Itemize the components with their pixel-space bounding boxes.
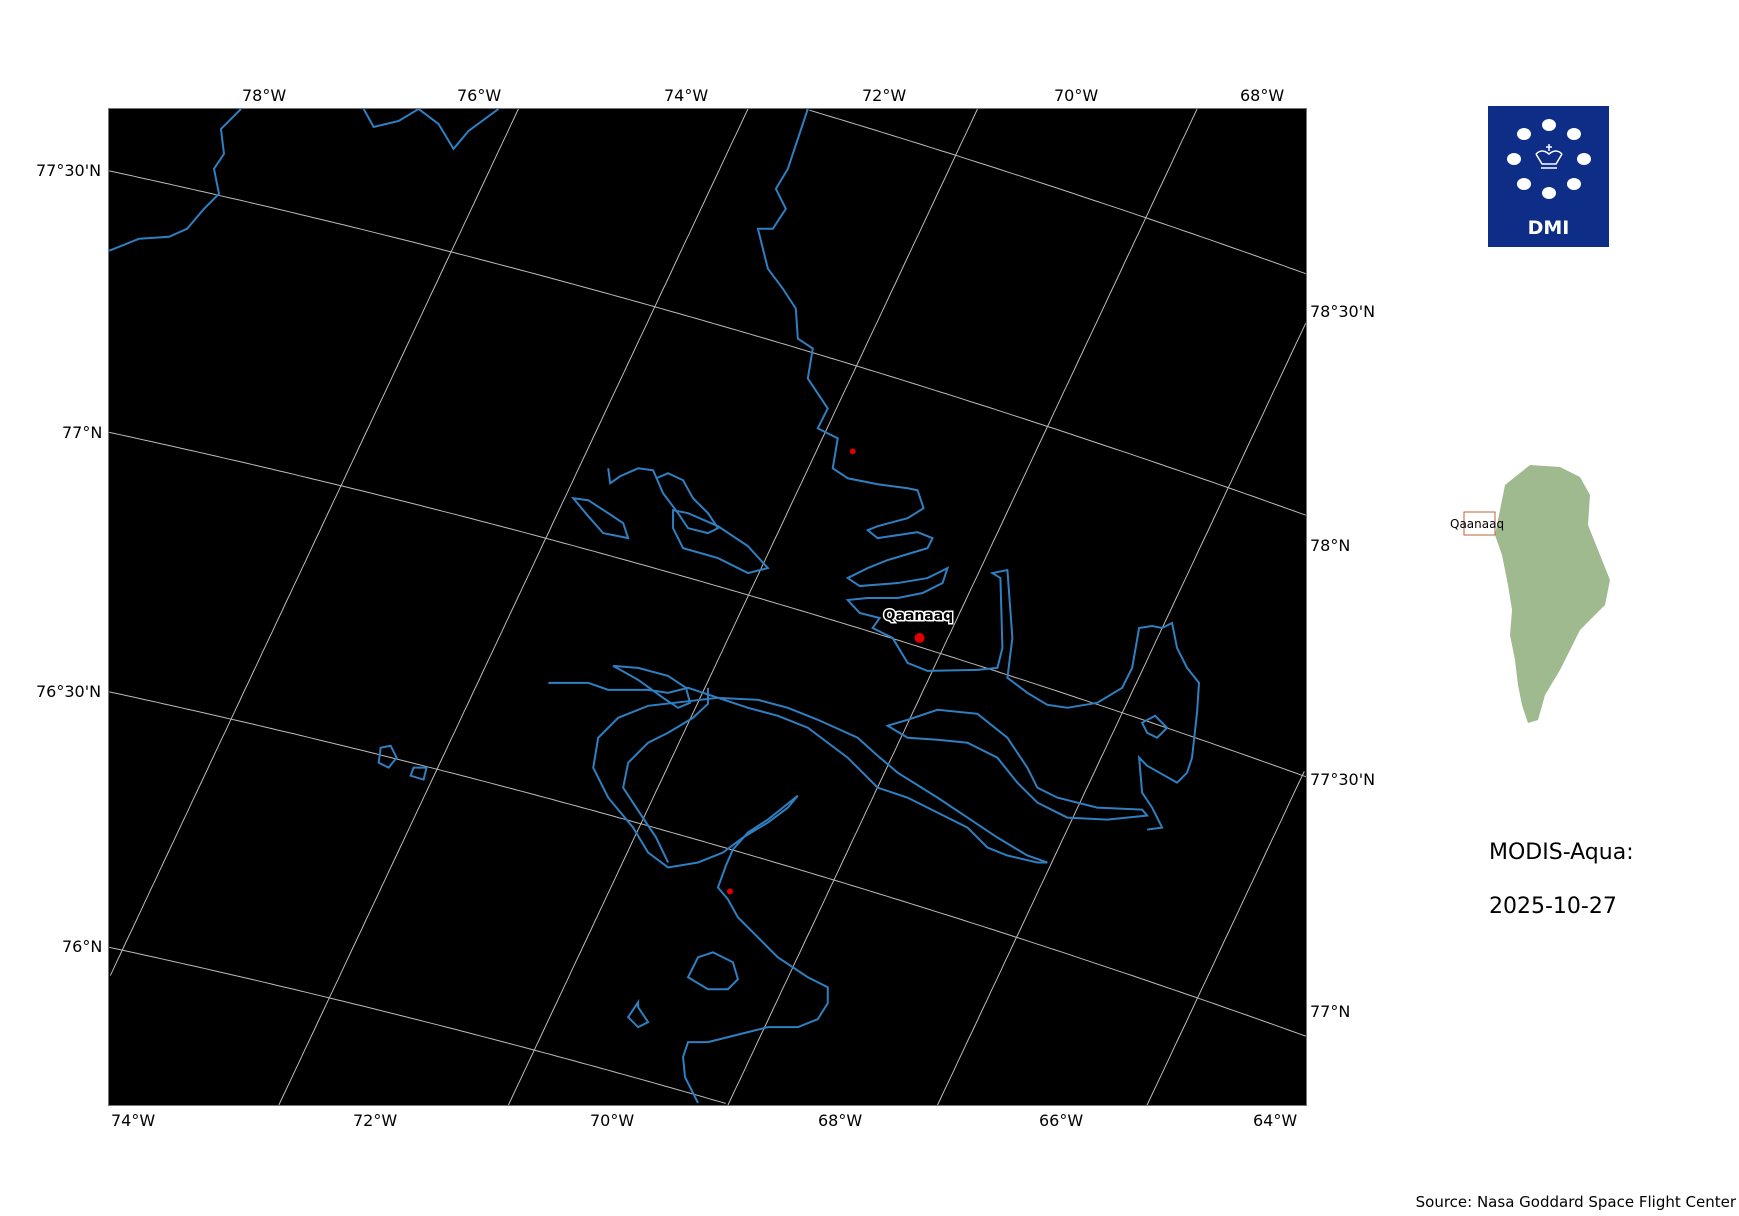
graticule-line bbox=[1146, 771, 1305, 1105]
settlement-marker[interactable] bbox=[726, 888, 733, 895]
logo-dot bbox=[1507, 153, 1521, 165]
graticule-line bbox=[278, 109, 749, 1105]
source-credit: Source: Nasa Goddard Space Flight Center bbox=[1415, 1193, 1736, 1211]
coastline bbox=[756, 109, 1201, 831]
logo-text: DMI bbox=[1527, 217, 1570, 239]
graticule-line bbox=[109, 431, 1306, 778]
graticule-line bbox=[937, 322, 1306, 1105]
graticule-line bbox=[809, 109, 1306, 275]
lon-tick: 68°W bbox=[818, 1111, 863, 1130]
coastline bbox=[622, 687, 709, 863]
graticule-line bbox=[109, 109, 519, 976]
lon-tick: 74°W bbox=[664, 86, 709, 105]
logo-dot bbox=[1517, 128, 1531, 140]
lat-tick: 77°N bbox=[1310, 1002, 1351, 1021]
lat-tick: 78°N bbox=[1310, 536, 1351, 555]
settlement-marker[interactable] bbox=[849, 448, 856, 455]
satellite-map[interactable]: Qaanaaq bbox=[108, 108, 1307, 1106]
qaanaaq-marker[interactable] bbox=[914, 632, 925, 643]
graticule-line bbox=[109, 946, 726, 1104]
logo-dot bbox=[1577, 153, 1591, 165]
coastline bbox=[885, 708, 1150, 821]
sensor-title: MODIS-Aqua: bbox=[1489, 840, 1634, 865]
lat-tick: 77°30'N bbox=[1310, 770, 1376, 789]
coastline bbox=[362, 109, 500, 151]
lon-tick: 66°W bbox=[1039, 1111, 1084, 1130]
coastline bbox=[109, 109, 242, 252]
graticule-line bbox=[109, 170, 1306, 516]
graticule-line bbox=[507, 109, 978, 1105]
greenland-inset-map: Qaanaaq bbox=[1430, 455, 1630, 735]
lat-tick: 78°30'N bbox=[1310, 302, 1376, 321]
logo-dot bbox=[1517, 178, 1531, 190]
lon-tick: 72°W bbox=[353, 1111, 398, 1130]
lon-tick: 76°W bbox=[457, 86, 502, 105]
lon-tick: 72°W bbox=[862, 86, 907, 105]
lat-tick: 77°N bbox=[62, 423, 103, 442]
graticule bbox=[109, 109, 1306, 1105]
lat-tick: 76°N bbox=[62, 937, 103, 956]
lon-tick: 78°W bbox=[242, 86, 287, 105]
logo-dot bbox=[1542, 187, 1556, 199]
coastline bbox=[626, 998, 650, 1029]
coastline bbox=[686, 951, 740, 991]
graticule-line bbox=[727, 109, 1198, 1105]
lon-tick: 70°W bbox=[590, 1111, 635, 1130]
coastline bbox=[377, 744, 428, 781]
lon-tick: 70°W bbox=[1054, 86, 1099, 105]
logo-dot bbox=[1567, 128, 1581, 140]
lat-tick: 76°30'N bbox=[36, 682, 102, 701]
date-title: 2025-10-27 bbox=[1489, 894, 1617, 919]
lon-tick: 68°W bbox=[1240, 86, 1285, 105]
coastline bbox=[672, 508, 770, 575]
greenland-shape: Qaanaaq bbox=[1450, 465, 1610, 723]
crown-icon bbox=[1535, 144, 1563, 169]
map-canvas: Qaanaaq bbox=[109, 109, 1306, 1105]
lat-tick: 77°30'N bbox=[36, 161, 102, 180]
coastlines bbox=[109, 109, 1201, 1104]
dmi-logo: DMI bbox=[1488, 106, 1609, 247]
graticule-line bbox=[109, 691, 1306, 1037]
coastline bbox=[607, 467, 720, 535]
inset-label: Qaanaaq bbox=[1450, 517, 1504, 531]
coastline bbox=[548, 681, 1048, 1104]
coastline bbox=[612, 664, 692, 709]
lon-tick: 64°W bbox=[1253, 1111, 1298, 1130]
lon-tick: 74°W bbox=[111, 1111, 156, 1130]
coastline bbox=[570, 496, 630, 540]
qaanaaq-label: Qaanaaq bbox=[884, 608, 954, 624]
logo-dot bbox=[1567, 178, 1581, 190]
logo-dot bbox=[1542, 119, 1556, 131]
coastline bbox=[1140, 714, 1169, 739]
